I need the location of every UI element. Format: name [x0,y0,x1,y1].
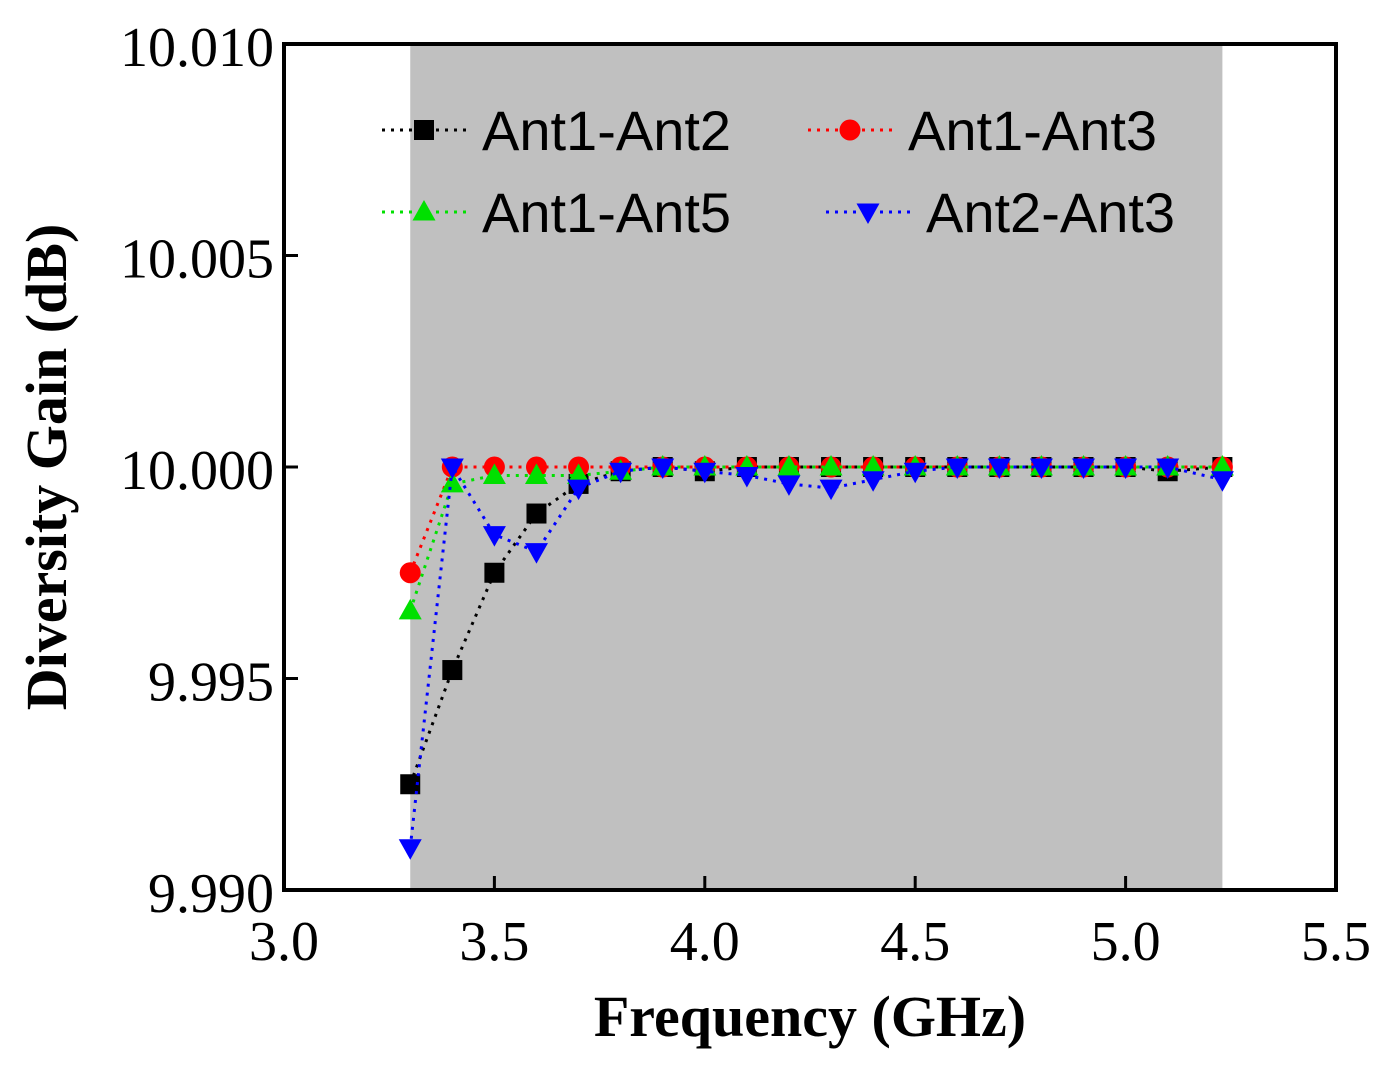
data-point [398,598,422,620]
data-point [1072,458,1096,479]
data-point [400,774,421,795]
x-tick-label: 3.0 [249,911,319,973]
legend-item: Ant2-Ant3 [826,181,1175,244]
series-line [408,465,1223,612]
data-point [440,471,464,493]
data-point [1156,458,1180,479]
legend-marker [414,120,434,140]
data-point [735,466,759,488]
data-point [398,839,422,860]
legend-label: Ant1-Ant5 [482,181,731,244]
legend-item: Ant1-Ant5 [382,181,731,244]
data-point [819,479,843,501]
data-point [861,455,885,476]
x-tick-label: 4.5 [880,911,950,973]
data-point [945,458,969,479]
data-point [442,660,463,681]
data-point [819,455,843,476]
data-point [399,562,421,584]
data-point [609,462,633,484]
data-point [777,455,801,476]
x-axis-title: Frequency (GHz) [594,984,1026,1049]
y-tick-label: 9.990 [148,863,274,925]
data-point [484,562,505,583]
data-point [651,458,675,479]
legend-marker [412,200,436,221]
y-tick-label: 10.000 [120,440,274,502]
x-tick-label: 3.5 [459,911,529,973]
data-point [987,458,1011,479]
series-line [408,462,1223,848]
data-point [903,462,927,484]
legend-item: Ant1-Ant3 [808,99,1157,162]
x-tick-label: 4.0 [670,911,740,973]
series-Ant1-Ant5 [398,455,1234,620]
data-point [693,462,717,484]
ticks-layer: 3.0 3.5 4.0 4.5 5.0 5.5 9.990 9.995 10.000 10.005… [120,17,1371,973]
x-tick-label: 5.0 [1091,911,1161,973]
series-Ant2-Ant3 [398,458,1234,860]
data-point [1114,458,1138,479]
legend-item: Ant1-Ant2 [382,99,731,162]
data-point [567,479,591,501]
legend-label: Ant1-Ant2 [482,99,731,162]
data-point [567,463,591,484]
series-layer [398,455,1234,860]
data-point [1210,455,1234,476]
x-tick-label: 5.5 [1301,911,1371,973]
data-point [777,475,801,496]
data-point [861,471,885,492]
data-point [482,463,506,484]
data-point [1029,458,1053,479]
legend-label: Ant1-Ant3 [908,99,1157,162]
data-point [440,458,464,479]
legend: Ant1-Ant2 Ant1-Ant3 Ant1-Ant5 Ant2-Ant3 [382,99,1175,244]
legend-marker [839,119,861,141]
legend-label: Ant2-Ant3 [926,181,1175,244]
y-axis-title: Diversity Gain (dB) [14,224,79,711]
data-point [526,503,547,524]
data-point [482,526,506,547]
y-tick-label: 9.995 [148,652,274,714]
data-point [1210,471,1234,492]
data-point [524,543,548,564]
y-tick-label: 10.005 [120,229,274,291]
data-point [524,463,548,484]
legend-marker [856,203,880,224]
y-tick-label: 10.010 [120,17,274,79]
